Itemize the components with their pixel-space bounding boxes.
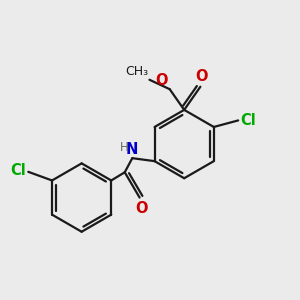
- Text: H: H: [120, 141, 128, 154]
- Text: Cl: Cl: [10, 163, 26, 178]
- Text: O: O: [196, 69, 208, 84]
- Text: CH₃: CH₃: [125, 65, 148, 78]
- Text: O: O: [155, 73, 167, 88]
- Text: O: O: [135, 200, 147, 215]
- Text: Cl: Cl: [241, 113, 256, 128]
- Text: N: N: [126, 142, 139, 157]
